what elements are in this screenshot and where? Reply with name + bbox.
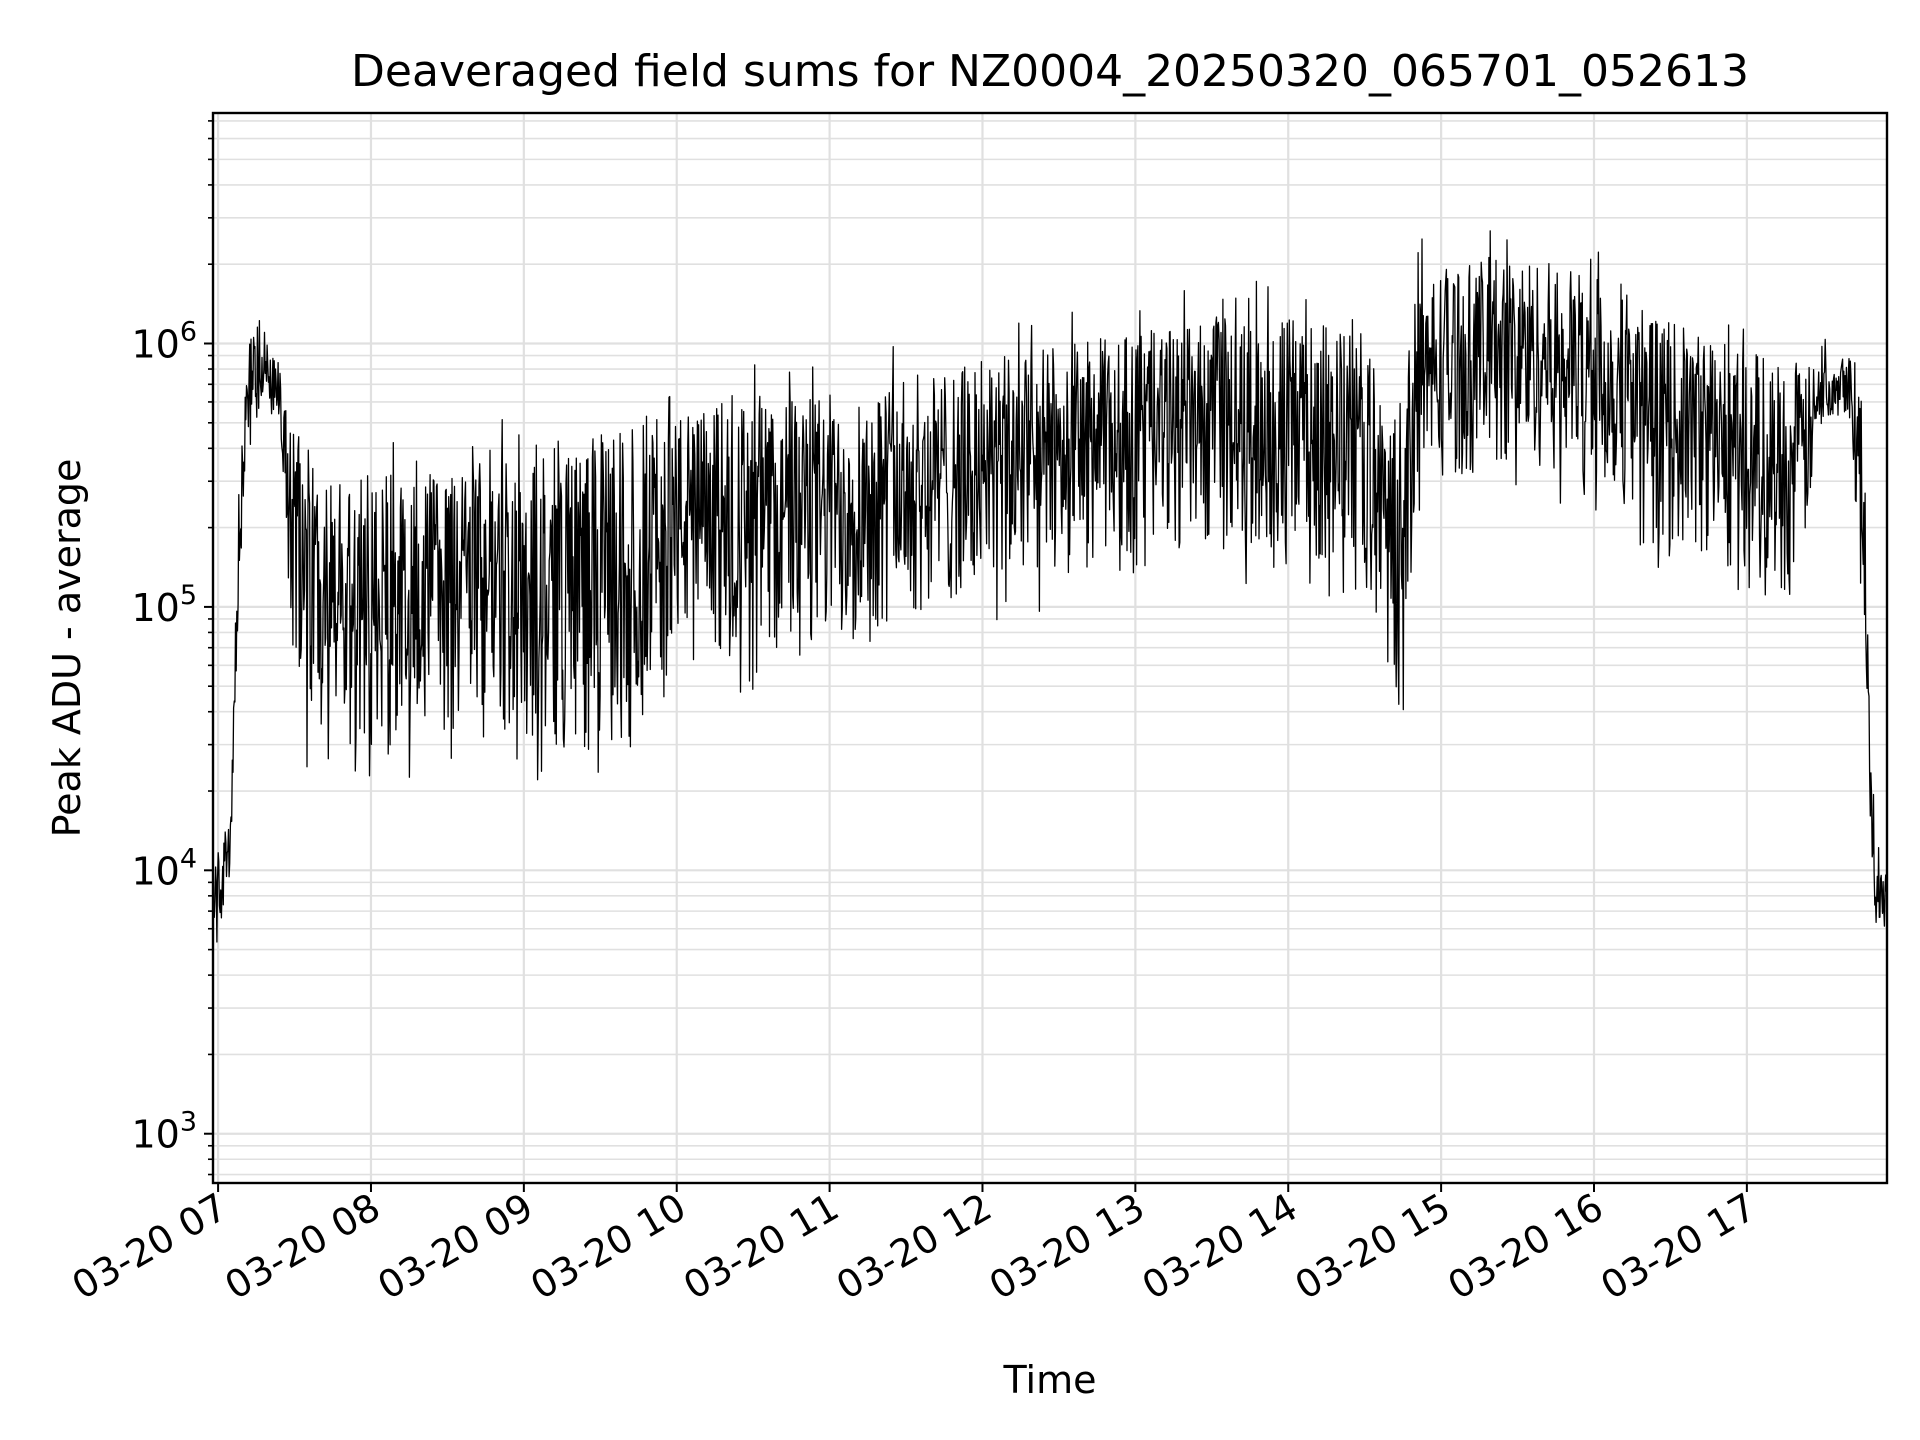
- series-line: [212, 230, 1888, 943]
- series-layer: [212, 230, 1888, 943]
- y-tick-label: 103: [131, 1107, 197, 1157]
- y-tick-label: 105: [131, 580, 197, 630]
- chart-title: Deaveraged field sums for NZ0004_2025032…: [351, 46, 1749, 97]
- y-tick-label: 106: [131, 316, 197, 366]
- y-tick-label: 104: [131, 843, 197, 893]
- x-axis-label: Time: [1003, 1358, 1097, 1402]
- y-axis: 103 104 105 106: [131, 120, 213, 1176]
- y-axis-label: Peak ADU - average: [45, 459, 89, 838]
